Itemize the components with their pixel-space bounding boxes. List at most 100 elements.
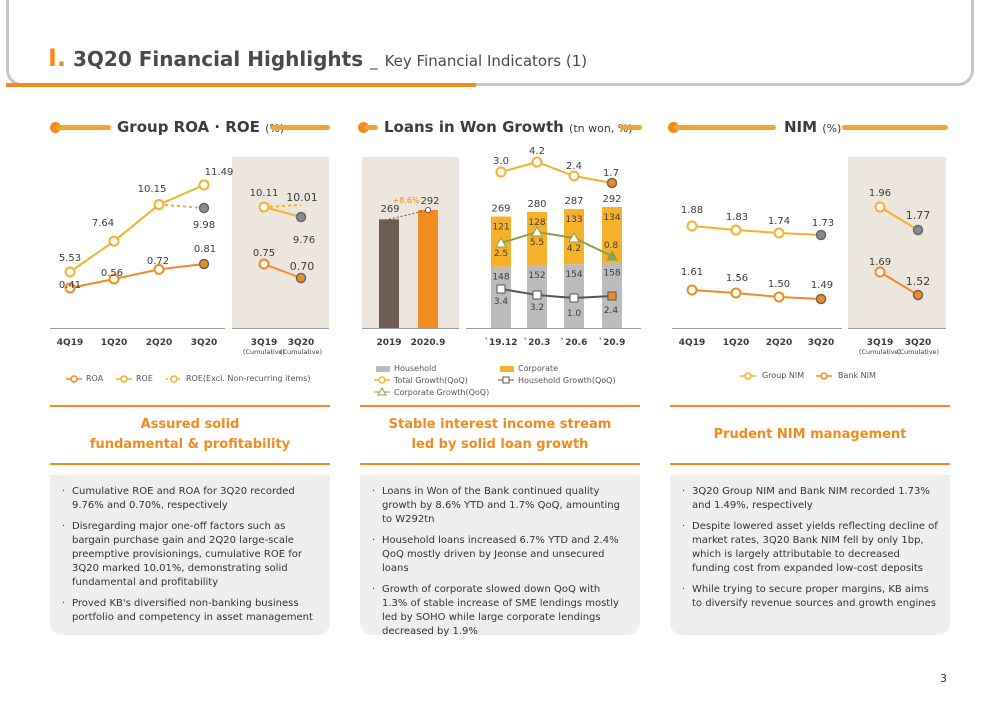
loans-title-unit: (tn won, %) bbox=[569, 122, 633, 135]
loans-quarterly-x-tick: `20.9 bbox=[599, 337, 626, 348]
total-growth-point bbox=[606, 177, 618, 189]
roe-point bbox=[198, 179, 210, 191]
loans-bullet-2: Household loans increased 6.7% YTD and 2… bbox=[372, 534, 628, 576]
bank-nim-label: 1.56 bbox=[726, 273, 748, 284]
nim-legend-markers bbox=[740, 372, 832, 380]
loans-annual-growth-marker bbox=[425, 207, 431, 213]
total-growth-line bbox=[500, 160, 613, 184]
roa-summary-line2: fundamental & profitability bbox=[89, 437, 291, 452]
household-growth-marker bbox=[569, 293, 579, 303]
roe-data-label: 10.15 bbox=[138, 184, 167, 195]
loans-total-label: 287 bbox=[564, 196, 583, 207]
loans-legend-household: Household bbox=[394, 364, 437, 373]
corporate-value-label: 134 bbox=[603, 213, 620, 223]
roa-header-dot bbox=[50, 122, 61, 133]
roa-cum-x-axis bbox=[232, 328, 329, 329]
loans-annual-value-label: 269 bbox=[380, 204, 399, 215]
loans-bullets: Loans in Won of the Bank continued quali… bbox=[360, 475, 640, 637]
nim-cumulative-panel bbox=[848, 157, 946, 329]
loans-annual-x-tick: 2019 bbox=[376, 338, 401, 348]
total-growth-point bbox=[495, 166, 507, 178]
loans-annual-bar bbox=[379, 219, 399, 328]
household-value-label: 148 bbox=[492, 273, 509, 283]
nim-section-title: NIM (%) bbox=[784, 118, 841, 136]
total-growth-label: 3.0 bbox=[493, 156, 509, 167]
loans-title-text: Loans in Won Growth bbox=[384, 118, 564, 136]
nim-header-line-left bbox=[674, 125, 776, 130]
roa-header-line-right bbox=[270, 125, 330, 130]
cum-bank-nim-point bbox=[912, 289, 924, 301]
roa-point bbox=[108, 273, 120, 285]
roa-legend-roa: ROA bbox=[86, 374, 104, 383]
household-growth-label: 3.4 bbox=[494, 297, 509, 307]
cum-group-nim-point bbox=[912, 224, 924, 236]
corporate-growth-label: 0.8 bbox=[604, 241, 619, 251]
cum-roe-data-label: 9.76 bbox=[293, 235, 315, 246]
roa-cum-x-note: (Cumulative) bbox=[280, 348, 322, 356]
loans-annual-growth-line bbox=[388, 209, 429, 220]
loans-summary: Stable interest income stream led by soli… bbox=[360, 405, 640, 465]
household-value-label: 158 bbox=[603, 269, 620, 279]
nim-x-tick: 4Q19 bbox=[679, 338, 705, 348]
header-frame bbox=[6, 0, 974, 86]
charts-svg: 4Q19 1Q20 2Q20 3Q20 5.53 7.64 10.15 11.49 9.98 0.… bbox=[57, 146, 939, 356]
roa-data-label: 0.72 bbox=[147, 256, 169, 267]
loans-legend-total-growth: Total Growth(QoQ) bbox=[394, 376, 468, 385]
cum-roe-point bbox=[258, 201, 270, 213]
loans-total-label: 292 bbox=[602, 194, 621, 205]
roe-excl-point bbox=[198, 202, 210, 214]
bank-nim-label: 1.61 bbox=[681, 267, 703, 278]
roe-line bbox=[69, 184, 205, 273]
nim-bullet-2: Despite lowered asset yields reflecting … bbox=[682, 520, 938, 576]
cum-roa-data-label: 0.70 bbox=[290, 260, 315, 273]
header-accent-bar bbox=[6, 83, 476, 87]
bank-nim-line bbox=[691, 289, 822, 300]
roa-legend-roe-excl: ROE(Excl. Non-recurring items) bbox=[186, 374, 311, 383]
household-growth-label: 3.2 bbox=[530, 303, 544, 313]
bank-nim-point bbox=[730, 287, 742, 299]
roa-summary: Assured solid fundamental & profitability bbox=[50, 405, 330, 465]
loans-quarterly-x-tick: `19.12 bbox=[485, 337, 518, 348]
corporate-value-label: 121 bbox=[492, 223, 509, 233]
title-main: 3Q20 Financial Highlights bbox=[73, 47, 364, 71]
nim-bullet-3: While trying to secure proper margins, K… bbox=[682, 583, 938, 611]
cum-bank-nim-line bbox=[879, 271, 919, 296]
loans-legend-corporate: Corporate bbox=[518, 364, 558, 373]
household-growth-marker bbox=[607, 291, 617, 301]
cum-roe-data-label: 10.11 bbox=[250, 188, 279, 199]
group-nim-line bbox=[691, 225, 822, 236]
corporate-growth-line bbox=[500, 230, 613, 257]
corporate-bar bbox=[602, 207, 622, 263]
loans-bullet-3: Growth of corporate slowed down QoQ with… bbox=[372, 583, 628, 639]
roa-point bbox=[153, 263, 165, 275]
household-growth-label: 1.0 bbox=[567, 309, 582, 319]
total-growth-point bbox=[531, 156, 543, 168]
total-growth-label: 4.2 bbox=[529, 146, 545, 157]
nim-x-tick: 1Q20 bbox=[723, 338, 749, 348]
roa-legend-roe: ROE bbox=[136, 374, 153, 383]
cum-group-nim-line bbox=[879, 206, 919, 231]
loans-total-label: 269 bbox=[491, 204, 510, 215]
household-value-label: 152 bbox=[528, 271, 545, 281]
cum-bank-nim-label: 1.69 bbox=[869, 257, 891, 268]
total-growth-point bbox=[568, 170, 580, 182]
cum-group-nim-label: 1.96 bbox=[869, 188, 891, 199]
roe-point bbox=[64, 266, 76, 278]
cum-roa-line bbox=[263, 263, 302, 279]
loans-header-line-right bbox=[620, 125, 642, 130]
bank-nim-label: 1.50 bbox=[768, 279, 790, 290]
nim-legend-group: Group NIM bbox=[762, 371, 805, 380]
roe-excl-data-label: 9.98 bbox=[193, 220, 215, 231]
roa-x-tick: 1Q20 bbox=[101, 338, 127, 348]
cum-roa-data-label: 0.75 bbox=[253, 248, 275, 259]
group-nim-label: 1.74 bbox=[768, 216, 790, 227]
roa-cum-x-tick: 3Q20 bbox=[288, 338, 314, 348]
page-title: I. 3Q20 Financial Highlights _ Key Finan… bbox=[48, 44, 587, 72]
nim-cum-x-note: (Cumulative) bbox=[859, 348, 901, 356]
total-growth-label: 1.7 bbox=[603, 168, 619, 179]
roa-x-tick: 2Q20 bbox=[146, 338, 172, 348]
title-subtitle: Key Financial Indicators (1) bbox=[384, 52, 588, 70]
group-nim-point bbox=[730, 224, 742, 236]
corporate-growth-marker bbox=[606, 249, 618, 261]
cum-roe-excl-data-label: 10.01 bbox=[286, 191, 318, 204]
